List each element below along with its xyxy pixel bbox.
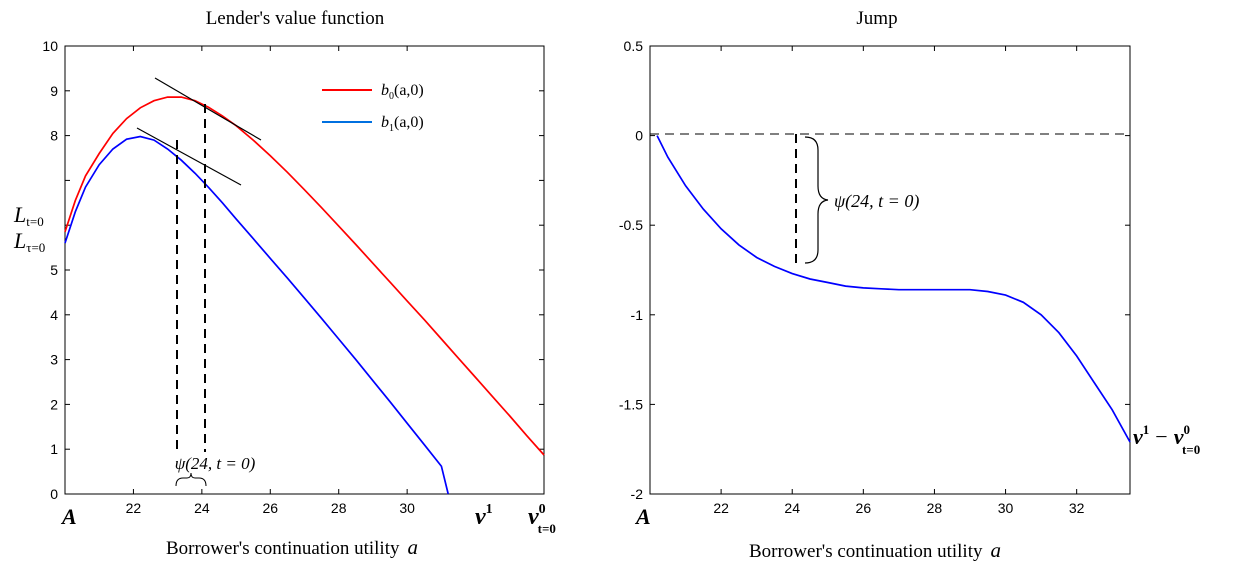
left-psi-annotation: ψ(24, t = 0) — [175, 454, 256, 473]
vertical-brace — [804, 136, 829, 264]
right-x-ticks: 22 24 26 28 30 32 — [713, 46, 1085, 516]
y-label-L-t0: Lt=0 — [13, 202, 44, 229]
right-x-tick-label: 24 — [784, 500, 800, 516]
left-plot-frame — [64, 45, 545, 495]
right-x-tick-label: 30 — [998, 500, 1014, 516]
x-label-v0-t0: v0 t=0 — [528, 502, 556, 536]
horizontal-brace — [175, 472, 207, 487]
x-label-A-right: A — [634, 504, 651, 529]
right-series-lines — [656, 135, 1131, 443]
legend-label-b1: b1(a,0) — [381, 114, 424, 134]
right-x-tick-label: 22 — [713, 500, 729, 516]
right-chart-panel: Jump 22 24 26 28 30 32 -2 -1.5 -1 -0.5 0 0.5 ψ(24,… — [619, 8, 1200, 562]
left-series-line-2 — [64, 135, 450, 495]
left-x-ticks: 22 24 26 28 30 — [126, 46, 415, 516]
left-x-tick-label: 28 — [331, 500, 347, 516]
left-y-tick-label: 1 — [50, 441, 58, 457]
tangent-line-b1 — [136, 127, 242, 186]
right-series-line-1 — [656, 135, 1131, 443]
right-y-tick-label: -1.5 — [619, 396, 643, 412]
right-y-ticks: -2 -1.5 -1 -0.5 0 0.5 — [619, 38, 1130, 502]
left-x-tick-label: 26 — [262, 500, 278, 516]
left-y-tick-label: 3 — [50, 352, 58, 368]
y-label-L-tau0: Lτ=0 — [13, 228, 45, 255]
left-chart-panel: Lender's value function 22 24 26 28 30 0 1 2 3 4… — [13, 8, 556, 559]
left-x-tick-label: 24 — [194, 500, 210, 516]
left-y-tick-label: 8 — [50, 128, 58, 144]
right-x-axis-label: Borrower's continuation utility a — [749, 538, 1001, 562]
left-y-tick-label: 0 — [50, 486, 58, 502]
right-y-tick-label: 0.5 — [624, 38, 644, 54]
end-label-v1-minus-v0: v1− v0 t=0 — [1133, 422, 1200, 457]
right-y-tick-label: -0.5 — [619, 217, 643, 233]
legend-label-b0: b0(a,0) — [381, 82, 424, 102]
left-series-lines — [64, 96, 545, 495]
left-x-tick-label: 30 — [399, 500, 415, 516]
left-series-line-1 — [64, 96, 545, 456]
left-y-tick-label: 2 — [50, 396, 58, 412]
left-y-tick-label: 5 — [50, 262, 58, 278]
legend: b0(a,0) b1(a,0) — [322, 82, 424, 134]
left-y-tick-label: 4 — [50, 307, 58, 323]
right-y-tick-label: -1 — [631, 307, 644, 323]
left-y-tick-label: 10 — [42, 38, 58, 54]
right-plot-frame — [649, 45, 1131, 495]
right-x-tick-label: 32 — [1069, 500, 1085, 516]
right-x-tick-label: 26 — [856, 500, 872, 516]
x-label-A-left: A — [60, 504, 77, 529]
left-x-axis-label: Borrower's continuation utility a — [166, 535, 418, 559]
left-y-tick-label: 9 — [50, 83, 58, 99]
right-y-tick-label: 0 — [635, 128, 643, 144]
right-x-tick-label: 28 — [927, 500, 943, 516]
x-label-v1: v1 — [475, 502, 493, 530]
left-x-tick-label: 22 — [126, 500, 142, 516]
right-chart-title: Jump — [856, 8, 897, 29]
tangent-line-b0 — [154, 77, 262, 141]
right-y-tick-label: -2 — [631, 486, 644, 502]
left-y-ticks: 0 1 2 3 4 5 8 9 10 — [42, 38, 544, 502]
left-chart-title: Lender's value function — [206, 8, 385, 29]
right-psi-annotation: ψ(24, t = 0) — [834, 191, 919, 212]
